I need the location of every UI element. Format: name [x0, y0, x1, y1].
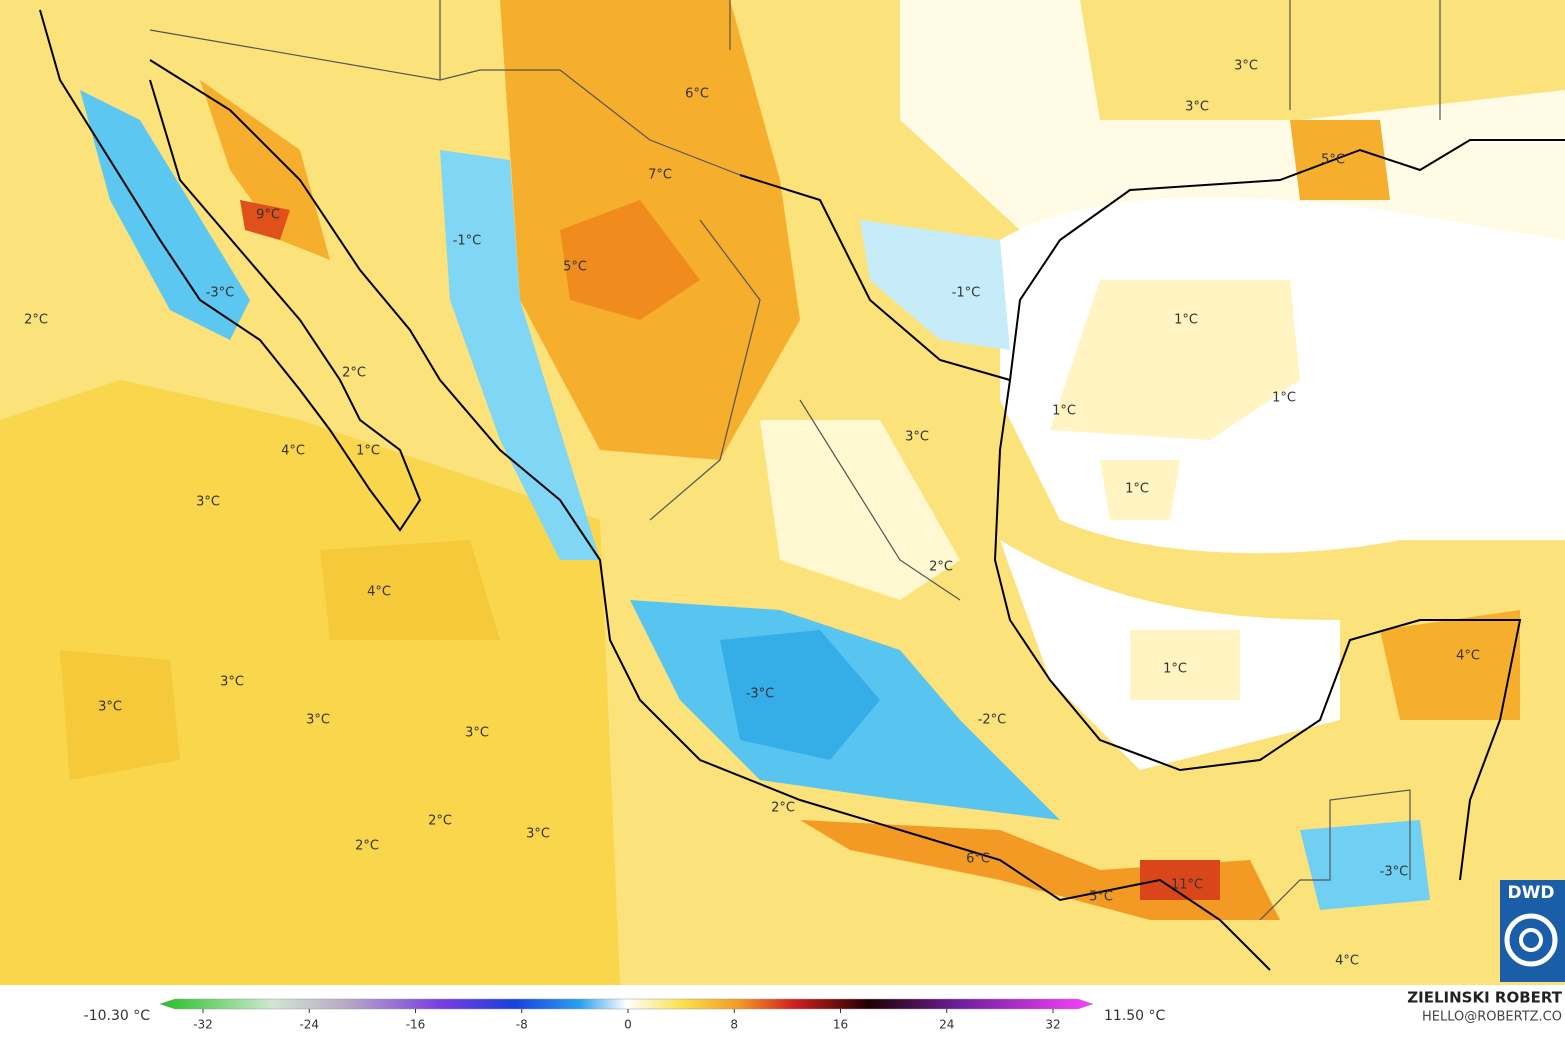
temperature-label: 3°C: [1185, 100, 1209, 115]
temperature-label: 4°C: [1335, 954, 1359, 969]
colorbar-tick-label: 0: [624, 1018, 632, 1032]
colorbar-tick-label: -8: [516, 1018, 528, 1032]
temperature-labels: 6°C 3°C 3°C 5°C 7°C 9°C -1°C 5°C -3°C -1°C 2°C 1°C 2…: [24, 59, 1480, 969]
temperature-label: 5°C: [563, 260, 587, 275]
borders: [149, 0, 1441, 921]
logo-swirl-inner: [1519, 928, 1543, 952]
temperature-label: 2°C: [428, 814, 452, 829]
temperature-label: 4°C: [367, 585, 391, 600]
temperature-label: 7°C: [648, 168, 672, 183]
temperature-label: 1°C: [1272, 391, 1296, 406]
author: ZIELINSKI ROBERT: [1407, 989, 1562, 1007]
colorbar-ticks: -32 -24 -16 -8 0 8 16 24 32: [193, 1009, 1061, 1032]
temperature-label: 5°C: [1321, 153, 1345, 168]
temperature-label: -1°C: [453, 234, 482, 249]
temperature-label: 2°C: [929, 560, 953, 575]
temperature-label: 3°C: [98, 700, 122, 715]
temperature-label: 2°C: [355, 839, 379, 854]
temperature-label: 3°C: [465, 726, 489, 741]
colorbar-tick-label: 24: [939, 1018, 954, 1032]
temperature-label: 6°C: [966, 852, 990, 867]
colorbar-min: -10.30 °C: [84, 1008, 151, 1024]
logo-text: DWD: [1508, 883, 1555, 903]
colorbar-tick-label: -24: [299, 1018, 319, 1032]
coastlines: [39, 9, 1565, 971]
temperature-label: 4°C: [281, 444, 305, 459]
temperature-label: -3°C: [746, 687, 775, 702]
temperature-label: 2°C: [24, 313, 48, 328]
temperature-label: 2°C: [342, 366, 366, 381]
contact: HELLO@ROBERTZ.CO: [1422, 1010, 1562, 1025]
temperature-label: 5°C: [1089, 890, 1113, 905]
temperature-label: 1°C: [1125, 482, 1149, 497]
temperature-label: 3°C: [306, 713, 330, 728]
colorbar-tick-label: -32: [193, 1018, 213, 1032]
temperature-label: 3°C: [1234, 59, 1258, 74]
temperature-label: 2°C: [771, 801, 795, 816]
temperature-label: 4°C: [1456, 649, 1480, 664]
temperature-label: 11°C: [1171, 878, 1203, 893]
temperature-label: 1°C: [1163, 662, 1187, 677]
logo-swirl: [1504, 913, 1558, 967]
temperature-label: -1°C: [952, 286, 981, 301]
colorbar: [159, 998, 1094, 1010]
colorbar-max: 11.50 °C: [1104, 1008, 1166, 1024]
footer: [0, 985, 1565, 1035]
colorbar-tick-label: -16: [406, 1018, 426, 1032]
temperature-label: 3°C: [526, 827, 550, 842]
field-patches: [0, 0, 1565, 985]
temperature-label: 1°C: [1174, 313, 1198, 328]
temperature-label: 1°C: [356, 444, 380, 459]
temperature-label: 3°C: [905, 430, 929, 445]
temperature-label: 3°C: [196, 495, 220, 510]
temperature-label: 3°C: [220, 675, 244, 690]
colorbar-tick-label: 8: [730, 1018, 738, 1032]
temperature-label: -2°C: [978, 713, 1007, 728]
colorbar-tick-label: 16: [833, 1018, 848, 1032]
temperature-label: -3°C: [206, 286, 235, 301]
temperature-label: 9°C: [256, 208, 280, 223]
temperature-label: 6°C: [685, 87, 709, 102]
temperature-label: 1°C: [1052, 404, 1076, 419]
temperature-label: -3°C: [1380, 865, 1409, 880]
colorbar-tick-label: 32: [1045, 1018, 1060, 1032]
